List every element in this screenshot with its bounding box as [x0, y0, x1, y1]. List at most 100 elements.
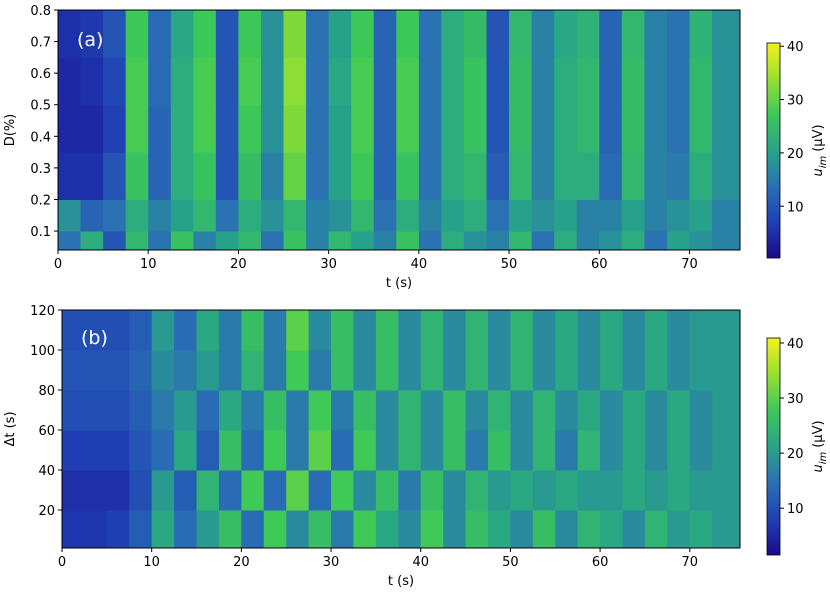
x-tick-label: 20	[230, 257, 247, 272]
heatmap-cell	[193, 231, 217, 251]
heatmap-cell	[58, 231, 82, 251]
heatmap-cell	[463, 152, 488, 200]
heatmap-cell	[576, 57, 600, 106]
heatmap-cell	[373, 10, 397, 58]
x-tick-label: 10	[140, 257, 157, 272]
heatmap-cell	[487, 430, 511, 471]
heatmap-cell	[283, 231, 307, 251]
heatmap-cell	[331, 510, 354, 549]
heatmap-cell	[600, 350, 624, 391]
heatmap-cell	[174, 510, 198, 549]
heatmap-cell	[396, 152, 420, 200]
heatmap-cell	[103, 231, 127, 251]
heatmap-cell	[84, 470, 108, 511]
heatmap-cell	[260, 199, 285, 232]
heatmap-cell	[151, 390, 175, 431]
heatmap-cell	[58, 152, 82, 200]
heatmap-cell	[218, 470, 242, 511]
heatmap-cell	[577, 510, 601, 549]
heatmap-cell	[599, 57, 623, 106]
heatmap-cell	[129, 510, 153, 549]
heatmap-cell	[148, 57, 172, 106]
heatmap-cell	[712, 470, 741, 511]
heatmap-cell	[215, 199, 239, 232]
heatmap-cell	[193, 104, 217, 153]
heatmap-cell	[465, 350, 489, 391]
heatmap-cell	[532, 430, 556, 471]
heatmap-cell	[196, 470, 220, 511]
heatmap-cell	[486, 57, 510, 106]
heatmap-cell	[666, 199, 690, 232]
y-tick-label: 0.8	[30, 4, 51, 19]
heatmap-cell	[80, 57, 104, 106]
heatmap-cell	[689, 104, 713, 153]
heatmap-cell	[196, 510, 220, 549]
heatmap-cell	[373, 231, 397, 251]
heatmap-cell	[712, 430, 741, 471]
heatmap-cell	[621, 152, 645, 200]
heatmap-cell	[689, 231, 713, 251]
heatmap-cell	[62, 510, 85, 549]
heatmap-cell	[576, 152, 600, 200]
heatmap-cell	[328, 231, 352, 251]
heatmap-cell	[600, 310, 624, 351]
heatmap-cell	[215, 104, 239, 153]
heatmap-cell	[375, 430, 399, 471]
heatmap-cell	[353, 390, 377, 431]
colorbar-label-subscript: im	[818, 156, 829, 169]
heatmap-cell	[80, 152, 104, 200]
heatmap-cell	[58, 104, 82, 153]
heatmap-cell	[420, 510, 444, 549]
colorbar-label: uim (μV)	[811, 124, 829, 176]
x-tick-label: 30	[320, 257, 337, 272]
heatmap-cell	[58, 57, 82, 106]
heatmap-cell	[106, 510, 130, 549]
heatmap-cell	[331, 310, 354, 351]
heatmap-cell	[667, 390, 691, 431]
heatmap-cell	[151, 310, 175, 351]
y-tick-label: 80	[38, 384, 55, 399]
heatmap-cell	[465, 510, 489, 549]
heatmap-cell	[487, 510, 511, 549]
heatmap-cell	[510, 390, 534, 431]
heatmap-cell	[129, 470, 153, 511]
heatmap-cell	[129, 430, 153, 471]
colorbar-label-symbol: u	[811, 464, 826, 472]
heatmap-cell	[148, 231, 172, 251]
heatmap-cell	[103, 10, 127, 58]
heatmap-cell	[331, 470, 354, 511]
heatmap-cell	[398, 510, 422, 549]
heatmap-cell	[308, 350, 332, 391]
heatmap-cell	[555, 430, 579, 471]
heatmap-cell	[667, 430, 691, 471]
heatmap-cell	[689, 430, 713, 471]
heatmap-cell	[84, 510, 108, 549]
heatmap-cell	[509, 152, 533, 200]
heatmap-cell	[441, 57, 465, 106]
colorbar-tick-label: 40	[787, 337, 804, 352]
heatmap-cell	[373, 57, 397, 106]
heatmap-cell	[644, 470, 668, 511]
heatmap-cell	[420, 310, 444, 351]
heatmap-cell	[420, 430, 444, 471]
y-tick-label: 0.3	[30, 162, 51, 177]
heatmap-cell	[351, 231, 375, 251]
heatmap-cell	[331, 390, 354, 431]
heatmap-cell	[148, 104, 172, 153]
heatmap-cell	[689, 199, 713, 232]
heatmap-cell	[106, 350, 130, 391]
heatmap-cell	[689, 510, 713, 549]
heatmap-cell	[62, 350, 85, 391]
heatmap-cell	[667, 510, 691, 549]
heatmap-cell	[418, 104, 442, 153]
heatmap-cell	[531, 231, 555, 251]
heatmap-cell	[486, 231, 510, 251]
x-tick-label: 20	[233, 555, 250, 570]
heatmap-cell	[238, 152, 262, 200]
heatmap-cell	[263, 390, 287, 431]
heatmap-cell	[689, 470, 713, 511]
y-axis-label: D(%)	[3, 114, 18, 147]
heatmap-cell	[174, 470, 198, 511]
colorbar-tick-label: 30	[787, 94, 804, 109]
heatmap-cell	[62, 310, 85, 351]
